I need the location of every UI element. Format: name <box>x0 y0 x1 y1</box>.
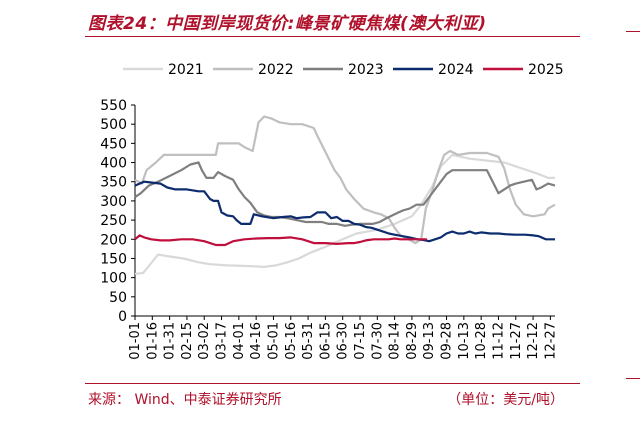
y-tick-label: 50 <box>109 290 127 306</box>
x-tick-label: 08-14 <box>388 322 403 360</box>
x-tick-label: 11-27 <box>509 322 524 360</box>
source-note: 来源： Wind、中泰证券研究所 <box>88 392 282 408</box>
y-tick-label: 0 <box>118 309 127 325</box>
unit-note: （单位：美元/吨） <box>447 392 564 408</box>
x-tick-label: 11-12 <box>491 322 506 360</box>
y-tick-label: 250 <box>100 213 127 229</box>
series-line-2024 <box>134 180 555 243</box>
series-line-2022 <box>134 115 556 245</box>
legend-label-2024: 2024 <box>438 62 474 78</box>
legend-label-2021: 2021 <box>168 62 204 78</box>
series-line-2023 <box>134 161 556 227</box>
footer-rule <box>85 383 580 384</box>
x-tick-label: 07-15 <box>353 322 368 360</box>
legend-label-2025: 2025 <box>528 62 564 78</box>
x-tick-label: 03-17 <box>215 322 230 360</box>
y-tick-label: 350 <box>100 175 127 191</box>
edge-mark-bottom <box>626 378 640 379</box>
x-tick-label: 10-28 <box>474 322 489 360</box>
x-tick-label: 06-30 <box>336 322 351 360</box>
x-tick-label: 07-30 <box>370 322 385 360</box>
y-tick-label: 300 <box>100 194 127 210</box>
x-tick-label: 08-29 <box>405 322 420 360</box>
series-line-2021 <box>134 153 555 275</box>
x-tick-label: 06-15 <box>318 322 333 360</box>
x-tick-label: 05-01 <box>266 322 281 360</box>
x-tick-label: 04-01 <box>232 322 247 360</box>
y-tick-label: 500 <box>100 117 127 133</box>
y-tick-label: 100 <box>100 271 127 287</box>
x-tick-label: 12-27 <box>543 322 558 360</box>
legend-label-2022: 2022 <box>258 62 294 78</box>
x-tick-label: 04-16 <box>249 322 264 360</box>
x-tick-label: 02-15 <box>180 322 195 360</box>
y-tick-label: 550 <box>100 98 127 114</box>
x-tick-label: 12-12 <box>526 322 541 360</box>
edge-mark-top <box>626 31 640 32</box>
legend-label-2023: 2023 <box>348 62 384 78</box>
y-tick-label: 400 <box>100 156 127 172</box>
x-tick-label: 01-16 <box>145 322 160 360</box>
x-tick-label: 01-01 <box>128 322 143 360</box>
x-tick-label: 03-02 <box>197 322 212 360</box>
x-tick-label: 05-16 <box>284 322 299 360</box>
x-tick-label: 01-31 <box>163 322 178 360</box>
y-tick-label: 200 <box>100 232 127 248</box>
series-line-2025 <box>134 234 427 247</box>
x-tick-label: 09-28 <box>440 322 455 360</box>
x-tick-label: 09-13 <box>422 322 437 360</box>
y-tick-label: 450 <box>100 136 127 152</box>
x-tick-label: 05-31 <box>301 322 316 360</box>
x-tick-label: 10-13 <box>457 322 472 360</box>
title-rule <box>85 36 580 37</box>
chart-title: 图表24：中国到岸现货价:峰景矿硬焦煤(澳大利亚) <box>88 14 487 34</box>
y-tick-label: 150 <box>100 251 127 267</box>
